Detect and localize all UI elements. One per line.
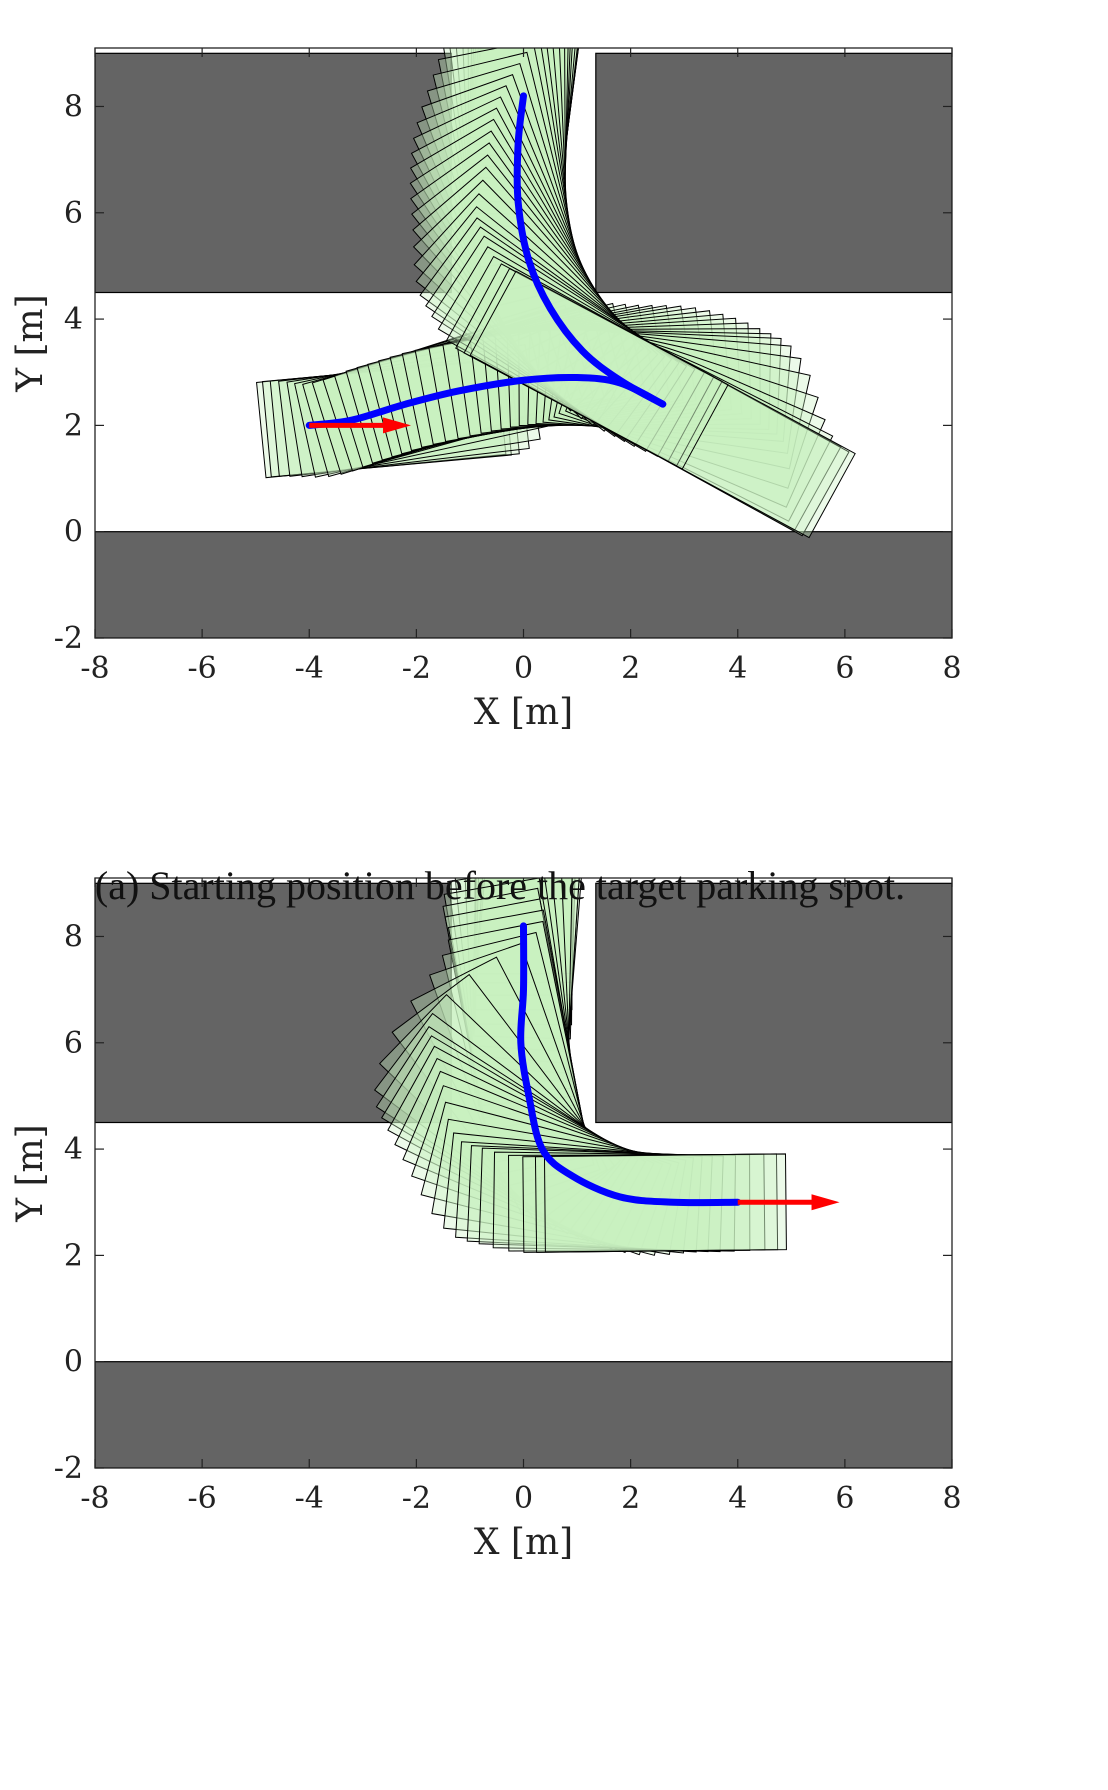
vehicle-footprint — [420, 1101, 680, 1256]
vehicle-footprint — [443, 1132, 694, 1254]
vehicle-footprint — [447, 878, 579, 1119]
vehicle-footprint — [431, 235, 688, 448]
vehicle-footprint — [410, 142, 631, 394]
trajectory-line — [517, 922, 742, 1207]
caption-panel-a: (a) Starting position before the target … — [94, 863, 906, 908]
vehicle-footprint — [437, 246, 696, 452]
y-axis-label: Y [m] — [10, 294, 51, 392]
vehicle-footprint — [469, 270, 729, 470]
x-tick-label: -4 — [295, 651, 324, 686]
vehicle-footprint — [558, 321, 819, 489]
x-tick-label: -6 — [188, 1481, 217, 1516]
vehicle-footprint — [441, 931, 595, 1189]
x-tick-label: -6 — [188, 651, 217, 686]
vehicle-footprint — [391, 973, 616, 1224]
x-tick-label: -8 — [80, 651, 109, 686]
vehicle-footprint — [387, 1045, 647, 1247]
y-tick-label: 0 — [64, 515, 83, 550]
y-tick-label: 8 — [64, 919, 83, 954]
vehicle-footprint — [455, 1141, 703, 1253]
x-tick-label: 0 — [514, 1481, 533, 1516]
y-tick-label: 4 — [64, 1132, 83, 1167]
obstacle-block — [595, 52, 952, 294]
obstacle-block — [95, 52, 452, 294]
obstacle-block — [595, 882, 952, 1124]
vehicle-footprint — [373, 1012, 626, 1235]
x-tick-label: 4 — [728, 1481, 747, 1516]
vehicle-footprint — [553, 323, 811, 470]
x-tick-label: -4 — [295, 1481, 324, 1516]
y-tick-label: 6 — [64, 196, 83, 231]
start-arrow-head — [383, 417, 412, 434]
y-axis-label: Y [m] — [10, 1124, 51, 1222]
y-tick-label: 0 — [64, 1345, 83, 1380]
y-tick-label: -2 — [54, 1451, 83, 1486]
y-tick-label: -2 — [54, 621, 83, 656]
x-tick-label: 8 — [942, 1481, 961, 1516]
x-tick-label: 8 — [942, 651, 961, 686]
x-tick-label: 4 — [728, 651, 747, 686]
plot-content — [95, 878, 952, 1468]
obstacle-block — [95, 531, 952, 638]
trajectory-line — [305, 373, 667, 429]
plot-content — [95, 48, 952, 638]
x-tick-label: -2 — [402, 1481, 431, 1516]
vehicle-footprint — [411, 1085, 672, 1256]
y-tick-label: 2 — [64, 408, 83, 443]
chart-panel-b: -8 -6 -4 -2 0 2 4 6 8 -2 0 2 4 6 8 X [m] Y [m] — [10, 877, 962, 1563]
vehicle-footprint — [443, 48, 577, 282]
y-tick-label: 8 — [64, 89, 83, 124]
vehicle-footprint — [375, 1026, 632, 1238]
trajectory-line — [513, 92, 667, 408]
vehicle-footprint — [429, 943, 601, 1202]
x-tick-label: 2 — [621, 651, 640, 686]
vehicle-footprint — [535, 327, 782, 435]
x-tick-label: 2 — [621, 1481, 640, 1516]
start-arrow-head — [811, 1194, 840, 1211]
y-tick-label: 2 — [64, 1238, 83, 1273]
y-tick-label: 4 — [64, 302, 83, 337]
x-axis-label: X [m] — [474, 1522, 573, 1563]
x-tick-label: -8 — [80, 1481, 109, 1516]
x-axis-label: X [m] — [474, 692, 573, 733]
x-tick-label: 6 — [835, 1481, 854, 1516]
y-tick-label: 6 — [64, 1026, 83, 1061]
chart-panel-a: -8 -6 -4 -2 0 2 4 6 8 -2 0 2 4 6 8 X [m] Y [m] — [10, 47, 962, 733]
vehicle-footprint — [432, 51, 585, 309]
vehicle-footprint — [286, 344, 541, 478]
vehicle-footprint — [492, 1151, 737, 1252]
vehicle-footprint — [425, 226, 680, 443]
vehicle-footprint — [478, 1147, 724, 1253]
x-tick-label: 6 — [835, 651, 854, 686]
obstacle-block — [95, 1361, 952, 1468]
x-tick-label: -2 — [402, 651, 431, 686]
vehicle-footprint — [564, 322, 826, 508]
x-tick-label: 0 — [514, 651, 533, 686]
vehicle-footprint — [402, 1070, 664, 1254]
vehicle-footprint — [412, 96, 606, 355]
